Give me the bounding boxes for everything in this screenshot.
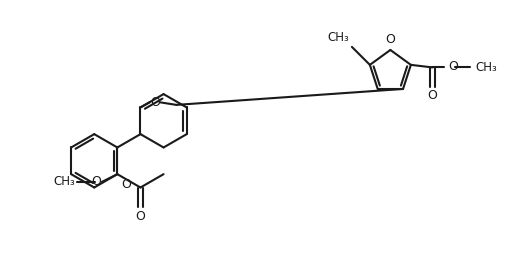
Text: O: O	[121, 178, 131, 191]
Text: CH₃: CH₃	[475, 61, 497, 74]
Text: CH₃: CH₃	[327, 31, 349, 44]
Text: CH₃: CH₃	[53, 175, 75, 188]
Text: O: O	[150, 96, 160, 109]
Text: O: O	[448, 60, 458, 74]
Text: O: O	[386, 33, 395, 46]
Text: O: O	[135, 209, 145, 223]
Text: O: O	[428, 90, 438, 102]
Text: O: O	[91, 175, 101, 188]
